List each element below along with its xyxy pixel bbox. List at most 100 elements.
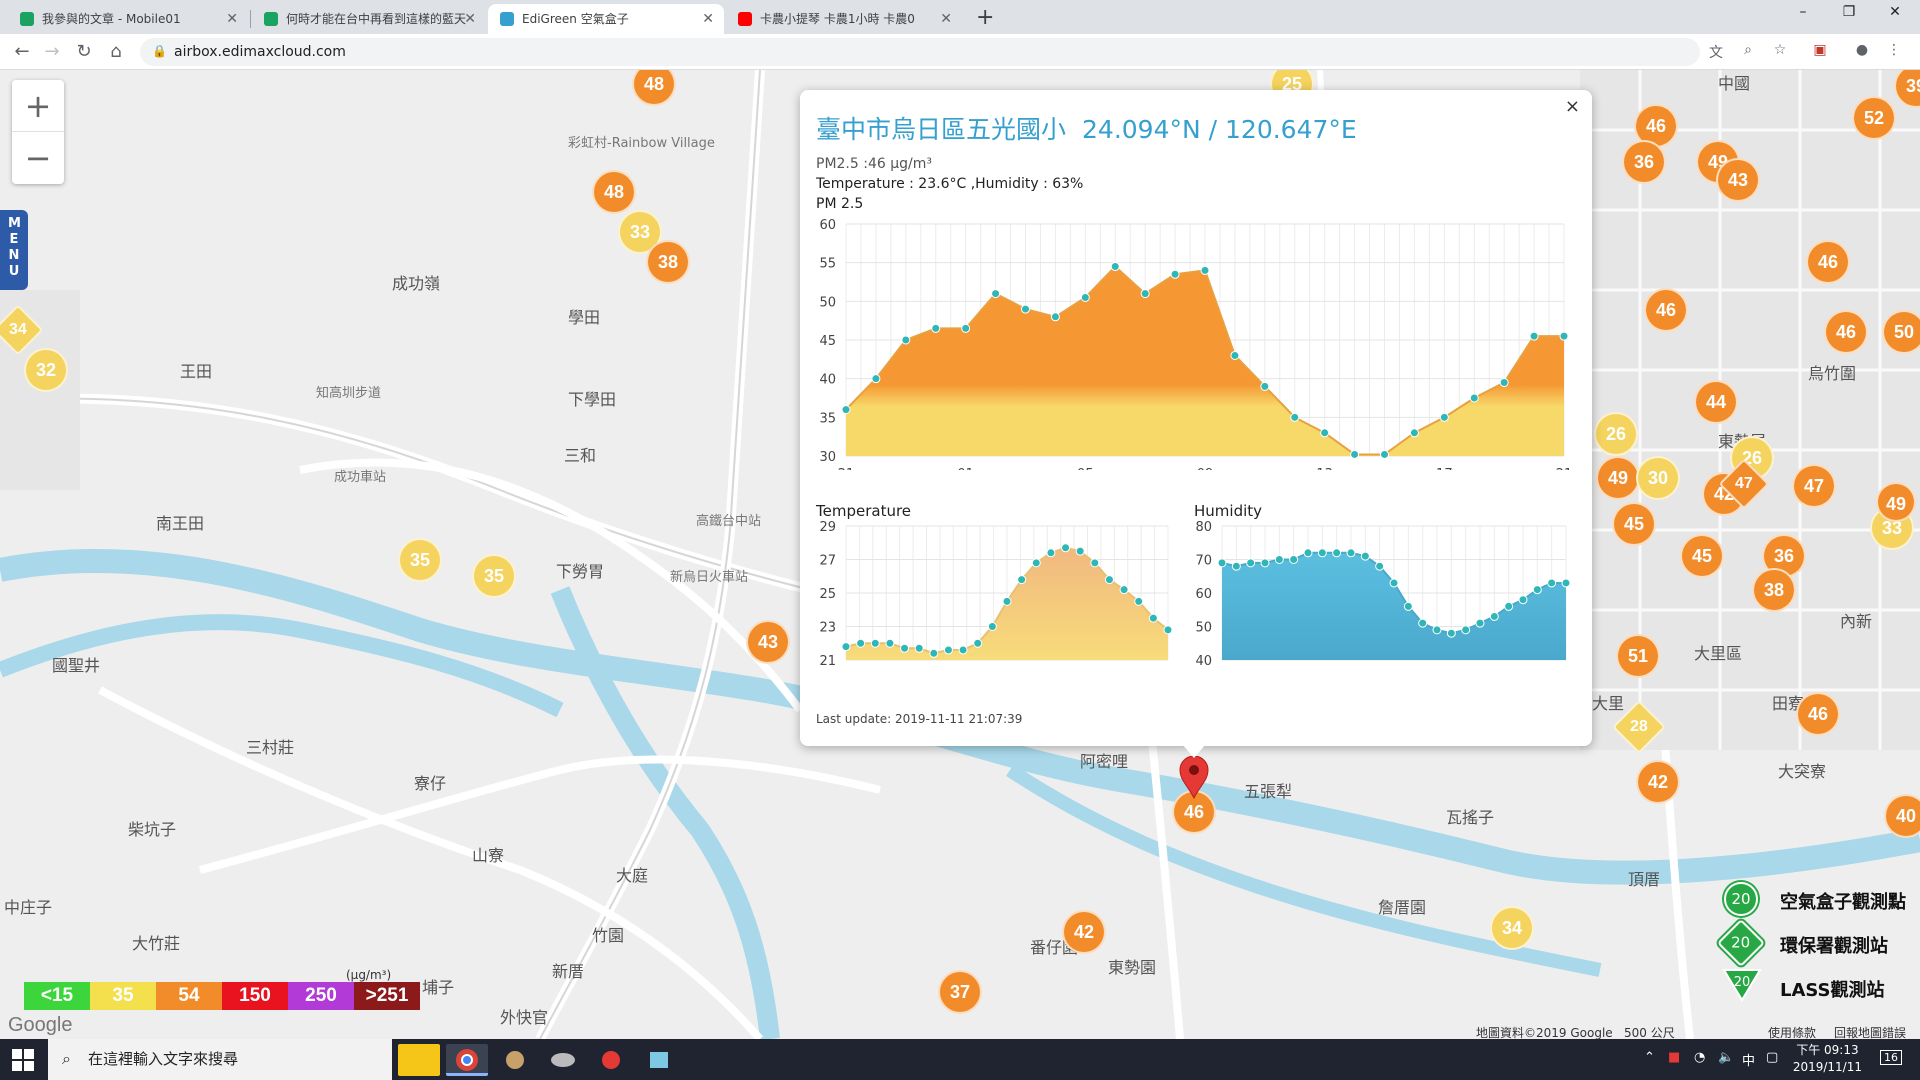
pm-marker[interactable]: 42 (1636, 760, 1680, 804)
browser-tab[interactable]: 我參與的文章 - Mobile01 ✕ (8, 4, 248, 34)
pm-marker[interactable]: 42 (1062, 910, 1106, 954)
zoom-out-button[interactable]: − (24, 139, 52, 177)
pm-marker[interactable]: 38 (1752, 568, 1796, 612)
pm-marker[interactable]: 51 (1616, 634, 1660, 678)
back-icon[interactable]: ← (14, 41, 30, 62)
pm-marker[interactable]: 32 (24, 348, 68, 392)
taskbar-search-box[interactable]: ⌕ 在這裡輸入文字來搜尋 (48, 1039, 392, 1080)
app-taskbar-icon[interactable] (638, 1044, 680, 1076)
map-place-label: 五張犁 (1244, 782, 1293, 801)
close-tab-icon[interactable]: ✕ (226, 11, 238, 27)
close-window-button[interactable]: ✕ (1889, 4, 1901, 20)
browser-tab-active[interactable]: EdiGreen 空氣盒子 ✕ (488, 4, 724, 34)
x-tick-label: 21 (838, 467, 855, 470)
maximize-button[interactable]: ❐ (1842, 4, 1856, 20)
chrome-taskbar-icon[interactable] (446, 1044, 488, 1076)
pm-marker[interactable]: 26 (1594, 412, 1638, 456)
volume-icon[interactable]: 🔈 (1718, 1050, 1735, 1065)
legend-unit: (μg/m³) (346, 968, 392, 982)
map-area[interactable]: 成功嶺 學田 王田 知高圳步道 下學田 三和 彩虹村-Rainbow Villa… (0, 70, 1920, 1039)
pm-marker[interactable]: 35 (472, 554, 516, 598)
taskbar-clock[interactable]: 下午 09:13 2019/11/11 (1793, 1042, 1862, 1076)
network-icon[interactable]: ◔ (1694, 1050, 1706, 1065)
close-tab-icon[interactable]: ✕ (464, 11, 476, 27)
pm-marker[interactable]: 43 (746, 620, 790, 664)
pm-marker[interactable]: 38 (646, 240, 690, 284)
antivirus-tray-icon[interactable]: ■ (1668, 1050, 1681, 1065)
notification-center-icon[interactable]: 16 (1880, 1050, 1902, 1065)
pm-marker[interactable]: 43 (1716, 158, 1760, 202)
terms-link[interactable]: 使用條款 (1768, 1026, 1817, 1039)
translate-icon[interactable]: 文 (1709, 45, 1723, 61)
menu-tab[interactable]: MENU (0, 210, 28, 290)
clock-date: 2019/11/11 (1792, 1060, 1862, 1074)
map-place-label: 瓦搖子 (1446, 808, 1495, 827)
pm-marker[interactable]: 47 (1792, 464, 1836, 508)
pm-marker[interactable]: 46 (1824, 310, 1868, 354)
new-tab-button[interactable]: + (976, 5, 995, 30)
pm-marker[interactable]: 46 (1644, 288, 1688, 332)
pm-marker[interactable]: 49 (1596, 456, 1640, 500)
zoom-in-button[interactable]: + (12, 80, 64, 132)
map-place-label: 王田 (180, 362, 213, 381)
reload-icon[interactable]: ↻ (76, 41, 92, 62)
profile-icon[interactable]: ● (1855, 42, 1869, 58)
extension-icon[interactable]: ▣ (1813, 42, 1827, 58)
address-bar[interactable]: 🔒 airbox.edimaxcloud.com (140, 38, 1700, 66)
keyboard-icon[interactable]: ▢ (1766, 1050, 1779, 1065)
chrome-menu-icon[interactable]: ⋮ (1887, 42, 1901, 58)
pm-marker[interactable]: 45 (1680, 534, 1724, 578)
map-place-label: 中國 (1718, 74, 1751, 93)
windows-start-icon[interactable] (12, 1049, 34, 1071)
file-explorer-icon[interactable] (398, 1044, 440, 1076)
pm-marker[interactable]: 30 (1636, 456, 1680, 500)
browser-tab[interactable]: 卡農小提琴 卡農1小時 卡農0 ✕ (726, 4, 962, 34)
y-tick-label: 25 (819, 587, 836, 602)
pm-marker[interactable]: 34 (1490, 906, 1534, 950)
x-tick-label: 09 (1197, 467, 1214, 470)
map-place-label: 下學田 (568, 390, 617, 409)
data-point (1050, 312, 1060, 322)
home-icon[interactable]: ⌂ (110, 41, 122, 62)
series-area (1222, 552, 1566, 660)
pm-marker[interactable]: 46 (1796, 692, 1840, 736)
bookmark-star-icon[interactable]: ☆ (1773, 42, 1787, 58)
browser-tab[interactable]: 何時才能在台中再看到這樣的藍天 ✕ (252, 4, 486, 34)
y-tick-label: 50 (819, 295, 836, 310)
ime-indicator[interactable]: 中 (1742, 1054, 1756, 1069)
map-place-label: 新厝 (552, 962, 585, 981)
pm-marker[interactable]: 52 (1852, 96, 1896, 140)
selected-location-pin-icon[interactable] (1178, 756, 1210, 800)
close-tab-icon[interactable]: ✕ (940, 11, 952, 27)
map-place-label: 烏竹圍 (1808, 364, 1857, 383)
pm-marker-value: 34 (9, 320, 27, 338)
pm-marker[interactable]: 35 (398, 538, 442, 582)
pm-marker[interactable]: 44 (1694, 380, 1738, 424)
pm-marker[interactable]: 48 (592, 170, 636, 214)
pm-marker[interactable]: 48 (632, 70, 676, 106)
close-popup-button[interactable]: × (1564, 96, 1580, 117)
pm-marker[interactable]: 36 (1622, 140, 1666, 184)
y-tick-label: 29 (819, 520, 836, 535)
pm-marker[interactable]: 49 (1876, 482, 1916, 522)
pm-reading: PM2.5 :46 μg/m³ (816, 156, 932, 172)
pm-marker[interactable]: 37 (938, 970, 982, 1014)
pm-marker[interactable]: 50 (1882, 310, 1920, 354)
minimize-button[interactable]: – (1799, 4, 1807, 20)
pm-marker[interactable]: 45 (1612, 502, 1656, 546)
pm-marker[interactable]: 40 (1884, 794, 1920, 838)
forward-icon[interactable]: → (44, 41, 60, 62)
data-point (1346, 548, 1356, 558)
app-taskbar-icon[interactable] (590, 1044, 632, 1076)
app-taskbar-icon[interactable] (494, 1044, 536, 1076)
data-point (1439, 412, 1449, 422)
tray-chevron-icon[interactable]: ⌃ (1644, 1050, 1655, 1065)
app-taskbar-icon[interactable] (542, 1044, 584, 1076)
map-place-label: 大里 (1592, 694, 1625, 713)
map-place-label: 高鐵台中站 (696, 514, 762, 529)
zoom-icon[interactable]: ⌕ (1744, 42, 1752, 58)
pm-marker[interactable]: 46 (1806, 240, 1850, 284)
close-tab-icon[interactable]: ✕ (702, 11, 714, 27)
report-map-error-link[interactable]: 回報地圖錯誤 (1834, 1026, 1907, 1039)
data-point (1246, 558, 1256, 568)
